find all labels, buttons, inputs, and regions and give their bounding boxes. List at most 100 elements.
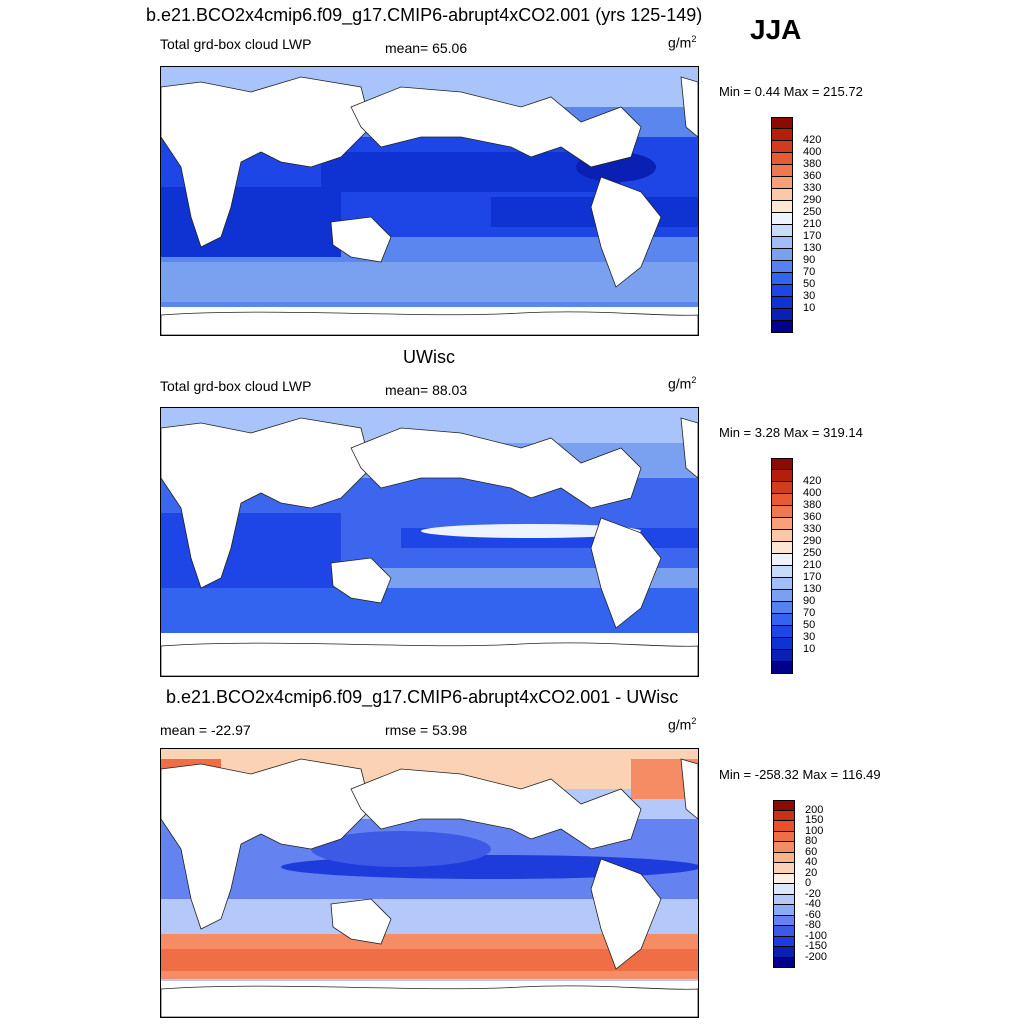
colorbar-box: [771, 470, 793, 482]
colorbar-box: [771, 297, 793, 309]
colorbar-tick-label: 360: [803, 170, 822, 182]
colorbar-tick-label: 330: [803, 182, 822, 194]
colorbar-tick-label: 90: [803, 595, 816, 607]
panel-3-map-field: [161, 749, 698, 1017]
colorbar-tick-label: 400: [803, 487, 822, 499]
panel-1-minmax: Min = 0.44 Max = 215.72: [719, 84, 863, 99]
colorbar-tick-label: 360: [803, 511, 822, 523]
colorbar-box: [771, 249, 793, 261]
colorbar-tick-label: 380: [803, 158, 822, 170]
colorbar-tick-label: 290: [803, 194, 822, 206]
colorbar-box: [771, 578, 793, 590]
colorbar-tick-label: 170: [803, 230, 822, 242]
colorbar-tick-label: 50: [803, 278, 816, 290]
colorbar-tick-label: 10: [803, 643, 816, 655]
panel-2-minmax: Min = 3.28 Max = 319.14: [719, 425, 863, 440]
panel-2-title: UWisc: [403, 347, 455, 367]
colorbar-box: [773, 863, 795, 874]
colorbar-tick-label: 90: [803, 254, 816, 266]
panel-1-mean-label: mean= 65.06: [385, 40, 468, 56]
colorbar-tick-label: 200: [805, 803, 824, 816]
colorbar-box: [771, 201, 793, 213]
colorbar-tick-label: -100: [805, 929, 828, 942]
colorbar-tick-label: 70: [803, 266, 816, 278]
colorbar-box: [771, 506, 793, 518]
colorbar-tick-label: 170: [803, 571, 822, 583]
colorbar-box: [771, 129, 793, 141]
colorbar-tick-label: -150: [805, 940, 828, 952]
panel-1-units: g/m2: [668, 34, 697, 51]
colorbar-box: [771, 638, 793, 650]
panel-1-variable-label: Total grd-box cloud LWP: [160, 36, 312, 52]
panel-3-minmax: Min = -258.32 Max = 116.49: [719, 767, 881, 782]
colorbar-tick-label: -80: [805, 919, 821, 931]
colorbar-box: [771, 518, 793, 530]
colorbar-box: [771, 285, 793, 297]
colorbar-tick-label: 80: [805, 835, 818, 847]
colorbar-box: [773, 947, 795, 958]
colorbar-box: [773, 905, 795, 916]
colorbar-tick-label: 30: [803, 290, 816, 302]
colorbar-box: [773, 915, 795, 926]
colorbar-tick-label: -200: [805, 950, 828, 963]
panel-3-map: [160, 748, 699, 1018]
panel-3-rmse-label: rmse = 53.98: [385, 722, 468, 738]
colorbar-box: [773, 810, 795, 821]
colorbar-box: [771, 225, 793, 237]
colorbar-tick-label: 400: [803, 146, 822, 158]
colorbar-box: [773, 926, 795, 937]
colorbar-box: [771, 153, 793, 165]
panel-2-variable-label: Total grd-box cloud LWP: [160, 378, 312, 394]
colorbar-box: [771, 530, 793, 542]
colorbar-tick-label: 10: [803, 302, 816, 314]
colorbar-box: [773, 957, 795, 968]
colorbar-tick-label: 380: [803, 499, 822, 511]
panel-3-title: b.e21.BCO2x4cmip6.f09_g17.CMIP6-abrupt4x…: [166, 687, 679, 707]
colorbar-tick-label: 70: [803, 607, 816, 619]
colorbar-box: [773, 852, 795, 863]
colorbar-tick-label: 40: [805, 856, 818, 868]
colorbar-box: [771, 482, 793, 494]
colorbar-box: [771, 602, 793, 614]
colorbar-box: [771, 542, 793, 554]
colorbar-tick-label: 330: [803, 523, 822, 535]
colorbar-tick-label: 60: [805, 845, 818, 858]
colorbar-tick-label: 50: [803, 619, 816, 631]
colorbar-box: [771, 213, 793, 225]
season-label: JJA: [750, 14, 802, 45]
colorbar-tick-label: 420: [803, 475, 822, 487]
colorbar-tick-label: 150: [805, 814, 824, 826]
colorbar-box: [771, 614, 793, 626]
colorbar-tick-label: 130: [803, 242, 822, 254]
colorbar-box: [771, 566, 793, 578]
colorbar-box: [771, 554, 793, 566]
colorbar-box: [771, 650, 793, 662]
colorbar-tick-label: -20: [805, 887, 821, 900]
colorbar-tick-label: 210: [803, 559, 822, 571]
colorbar-tick-label: -40: [805, 898, 821, 910]
colorbar-tick-label: 0: [805, 877, 812, 889]
colorbar-box: [771, 189, 793, 201]
panel-1-title: b.e21.BCO2x4cmip6.f09_g17.CMIP6-abrupt4x…: [146, 5, 703, 25]
colorbar-tick-label: 20: [805, 866, 818, 879]
colorbar-box: [773, 873, 795, 884]
colorbar-box: [771, 237, 793, 249]
colorbar-box: [773, 884, 795, 895]
colorbar-box: [771, 626, 793, 638]
colorbar-box: [771, 273, 793, 285]
colorbar-box: [773, 894, 795, 905]
colorbar-box: [771, 309, 793, 321]
colorbar-box: [771, 117, 793, 129]
panel-1-map: [160, 66, 699, 336]
colorbar-tick-label: 100: [805, 824, 824, 837]
colorbar-box: [773, 821, 795, 832]
colorbar-box: [771, 177, 793, 189]
colorbar-box: [771, 662, 793, 674]
panel-2-map-field: [161, 408, 698, 676]
colorbar-box: [773, 842, 795, 853]
colorbar-tick-label: 210: [803, 218, 822, 230]
colorbar-tick-label: 130: [803, 583, 822, 595]
panel-3-mean-label: mean = -22.97: [160, 722, 251, 738]
panel-3-units: g/m2: [668, 716, 697, 733]
colorbar-box: [773, 831, 795, 842]
